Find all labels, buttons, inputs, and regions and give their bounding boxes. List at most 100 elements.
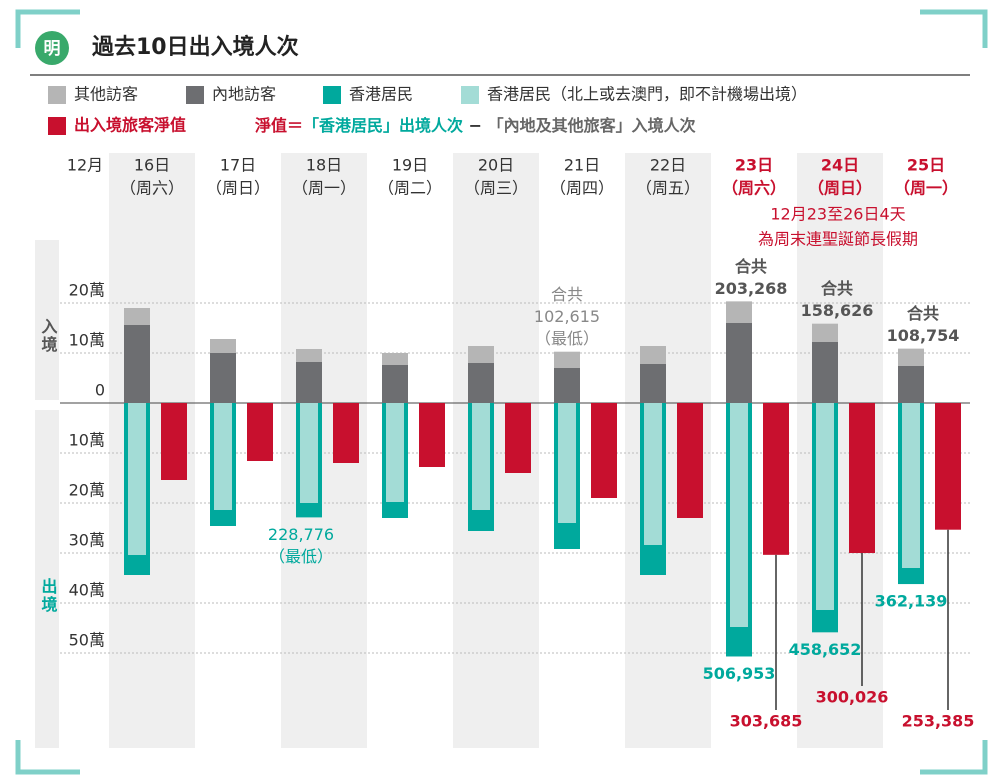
net-value-label: 303,685 bbox=[730, 712, 803, 731]
bar bbox=[300, 403, 318, 503]
total-label: （最低） bbox=[535, 329, 599, 348]
bar bbox=[161, 403, 187, 480]
bar bbox=[763, 403, 789, 555]
total-label: 合共 bbox=[551, 285, 583, 304]
formula-part: − bbox=[463, 116, 488, 135]
bar bbox=[935, 403, 961, 530]
weekday-label: （周日） bbox=[206, 179, 270, 198]
bar bbox=[210, 353, 236, 403]
bar bbox=[505, 403, 531, 473]
bar bbox=[472, 403, 490, 510]
x-tick-label: 17日 bbox=[220, 156, 256, 175]
total-label: 合共 bbox=[907, 304, 939, 323]
bar bbox=[554, 368, 580, 403]
total-label: 108,754 bbox=[887, 326, 960, 345]
weekday-label: （周四） bbox=[550, 179, 614, 198]
bar bbox=[296, 362, 322, 403]
y2-tick-label: 40萬 bbox=[69, 581, 105, 600]
legend-swatch bbox=[323, 86, 341, 104]
bar bbox=[677, 403, 703, 518]
total-label: 102,615 bbox=[534, 307, 600, 326]
x-tick-label: 19日 bbox=[392, 156, 428, 175]
bar bbox=[382, 365, 408, 403]
y-tick-label: 10萬 bbox=[69, 331, 105, 350]
bar bbox=[849, 403, 875, 554]
x-tick-label: 22日 bbox=[650, 156, 686, 175]
holiday-note: 為周末連聖誕節長假期 bbox=[758, 230, 918, 249]
bar bbox=[214, 403, 232, 510]
legend-swatch bbox=[461, 86, 479, 104]
y2-tick-label: 10萬 bbox=[69, 431, 105, 450]
weekday-label: （周六） bbox=[120, 179, 184, 198]
weekday-label: （周六） bbox=[722, 179, 786, 198]
month-label: 12月 bbox=[67, 156, 103, 175]
formula-part: 淨值＝ bbox=[255, 116, 303, 135]
total-label: 203,268 bbox=[715, 279, 788, 298]
bar bbox=[124, 308, 150, 325]
legend-swatch bbox=[48, 86, 66, 104]
outbound-value-label: 362,139 bbox=[875, 592, 948, 611]
formula-part: 「香港居民」出境人次 bbox=[303, 116, 463, 135]
weekday-label: （周二） bbox=[378, 179, 442, 198]
net-value-label: 253,385 bbox=[902, 712, 975, 731]
bar bbox=[554, 351, 580, 368]
weekday-label: （周一） bbox=[894, 179, 958, 198]
bar bbox=[124, 325, 150, 403]
logo-text: 明 bbox=[44, 39, 61, 59]
y2-tick-label: 30萬 bbox=[69, 531, 105, 550]
bar bbox=[382, 353, 408, 365]
outbound-value-label: （最低） bbox=[269, 547, 333, 566]
bar bbox=[898, 348, 924, 366]
bar bbox=[386, 403, 404, 502]
bar bbox=[468, 346, 494, 363]
bar bbox=[333, 403, 359, 463]
weekday-label: （周日） bbox=[808, 179, 872, 198]
total-label: 合共 bbox=[735, 257, 767, 276]
weekday-label: （周一） bbox=[292, 179, 356, 198]
bar bbox=[210, 339, 236, 353]
legend-label: 內地訪客 bbox=[212, 85, 276, 104]
bar bbox=[902, 403, 920, 568]
bar bbox=[296, 349, 322, 362]
weekday-label: （周五） bbox=[636, 179, 700, 198]
bar bbox=[898, 366, 924, 403]
x-tick-label: 16日 bbox=[134, 156, 170, 175]
bar bbox=[640, 364, 666, 403]
bar bbox=[726, 301, 752, 323]
bar bbox=[640, 346, 666, 364]
x-tick-label: 20日 bbox=[478, 156, 514, 175]
chart-title: 過去10日出入境人次 bbox=[92, 34, 299, 60]
bar bbox=[816, 403, 834, 610]
bar bbox=[812, 323, 838, 342]
bar bbox=[468, 363, 494, 403]
bar bbox=[558, 403, 576, 523]
legend-swatch bbox=[186, 86, 204, 104]
x-tick-label: 24日 bbox=[821, 156, 859, 175]
outbound-value-label: 228,776 bbox=[268, 525, 334, 544]
inbound-label: 入境 bbox=[39, 318, 58, 354]
outbound-value-label: 506,953 bbox=[703, 664, 776, 683]
logo bbox=[35, 31, 69, 65]
total-label: 合共 bbox=[821, 279, 853, 298]
bar bbox=[644, 403, 662, 545]
outbound-value-label: 458,652 bbox=[789, 640, 862, 659]
y-tick-label: 0 bbox=[95, 381, 105, 400]
bar bbox=[730, 403, 748, 627]
net-value-label: 300,026 bbox=[816, 688, 889, 707]
y2-tick-label: 20萬 bbox=[69, 481, 105, 500]
legend-label: 其他訪客 bbox=[74, 85, 138, 104]
total-label: 158,626 bbox=[801, 301, 874, 320]
y2-tick-label: 50萬 bbox=[69, 631, 105, 650]
legend-label: 出入境旅客淨值 bbox=[74, 116, 186, 135]
holiday-note: 12月23至26日4天 bbox=[770, 205, 905, 224]
legend-swatch bbox=[48, 117, 66, 135]
y-tick-label: 20萬 bbox=[69, 281, 105, 300]
x-tick-label: 18日 bbox=[306, 156, 342, 175]
outbound-band bbox=[35, 410, 59, 748]
bar bbox=[726, 323, 752, 403]
outbound-label: 出境 bbox=[39, 577, 58, 614]
x-tick-label: 25日 bbox=[907, 156, 945, 175]
bar bbox=[812, 342, 838, 403]
formula: 淨值＝「香港居民」出境人次 − 「內地及其他旅客」入境人次 bbox=[255, 116, 696, 135]
